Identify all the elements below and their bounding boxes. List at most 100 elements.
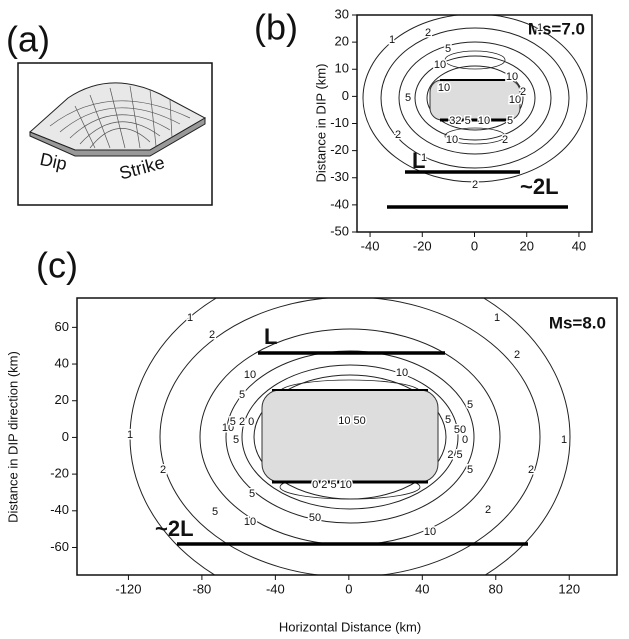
contour-label: 2 — [502, 134, 508, 146]
y-axis-title: Distance in DIP (km) — [313, 64, 328, 183]
panel-label: (b) — [254, 7, 298, 48]
x-tick-label: 80 — [489, 581, 503, 596]
contour-label: 0 2 5 10 — [312, 479, 352, 491]
panel-label: (a) — [6, 19, 50, 60]
y-tick-label: -10 — [330, 115, 349, 130]
contour-label: 5 — [233, 434, 239, 446]
contour-line — [426, 65, 524, 131]
y-tick-label: 20 — [335, 34, 349, 49]
contour-line — [414, 55, 536, 141]
contour-label: 1 — [494, 312, 500, 324]
rupture-area — [261, 389, 439, 483]
y-axis-title: Distance in DIP direction (km) — [5, 351, 20, 523]
contour-label: 2 — [528, 464, 534, 476]
contour-label: 0 — [462, 434, 468, 446]
contour-plot — [129, 298, 571, 575]
y-tick-label: -20 — [330, 142, 349, 157]
y-tick-label: 10 — [335, 61, 349, 76]
contour-label: 10 — [446, 134, 458, 146]
contour-label: 1 — [187, 312, 193, 324]
y-tick-label: -50 — [330, 223, 349, 238]
contour-label: 2 — [395, 129, 401, 141]
contour-label: 50 — [454, 424, 466, 436]
contour-label: 10 — [222, 422, 234, 434]
contour-label: 10 — [506, 71, 518, 83]
plot-frame — [356, 14, 593, 233]
contour-label: 10 — [438, 82, 450, 94]
contour-label: 5 — [405, 92, 411, 104]
x-tick-label: 0 — [345, 581, 352, 596]
x-tick-label: -80 — [192, 581, 211, 596]
y-tick-label: -20 — [50, 466, 69, 481]
contour-label: 5 — [249, 488, 255, 500]
contour-label: 5 — [507, 115, 513, 127]
contour-label: 2 — [472, 179, 478, 191]
contour-label: 2 — [514, 349, 520, 361]
contour-line — [362, 15, 588, 183]
contour-label: 5 — [239, 389, 245, 401]
contour-label: 1 — [389, 34, 395, 46]
contour-label: 2 — [160, 464, 166, 476]
y-tick-label: 30 — [335, 6, 349, 21]
y-tick-label: -60 — [50, 539, 69, 554]
x-tick-label: 20 — [519, 238, 533, 253]
y-tick-label: -40 — [50, 502, 69, 517]
contour-line — [380, 27, 570, 169]
contour-label: 2 — [485, 504, 491, 516]
x-tick-label: -120 — [115, 581, 141, 596]
x-tick-label: 120 — [558, 581, 580, 596]
panel-label: (c) — [36, 245, 78, 286]
contour-label: 2 — [209, 329, 215, 341]
magnitude-label: Ms=7.0 — [528, 19, 585, 38]
strike-label: Strike — [117, 152, 167, 183]
contour-label: 10 — [244, 516, 256, 528]
contour-line — [129, 298, 571, 575]
contour-label: 10 — [396, 367, 408, 379]
contour-label: 10 — [478, 115, 490, 127]
segment-label: ~2L — [155, 516, 194, 541]
contour-line — [225, 350, 475, 524]
y-tick-label: 0 — [62, 429, 69, 444]
contour-label: 5 — [445, 43, 451, 55]
contour-label: 32 5 — [449, 115, 470, 127]
x-tick-label: -40 — [266, 581, 285, 596]
y-tick-label: 40 — [55, 355, 69, 370]
contour-label: 10 — [434, 59, 446, 71]
contour-label: 2 — [520, 86, 526, 98]
y-tick-label: 60 — [55, 319, 69, 334]
y-tick-label: 0 — [342, 88, 349, 103]
contour-label: 2 5 — [447, 449, 462, 461]
x-tick-label: 0 — [471, 238, 478, 253]
contour-label: 5 2 0 — [230, 416, 254, 428]
plot-frame — [76, 297, 618, 576]
y-tick-label: -30 — [330, 169, 349, 184]
x-tick-label: 40 — [572, 238, 586, 253]
contour-lobe — [444, 127, 506, 145]
x-tick-label: 40 — [415, 581, 429, 596]
contour-label: 2 — [425, 27, 431, 39]
contour-label: 50 — [309, 512, 321, 524]
contour-label: 5 — [467, 399, 473, 411]
magnitude-label: Ms=8.0 — [549, 313, 606, 332]
segment-label: ~2L — [520, 174, 559, 199]
x-tick-label: -20 — [413, 238, 432, 253]
x-axis-title: Horizontal Distance (km) — [279, 619, 421, 634]
contour-label: 1 — [421, 152, 427, 164]
x-tick-label: -40 — [361, 238, 380, 253]
y-tick-label: 20 — [55, 392, 69, 407]
contour-plot — [362, 15, 588, 183]
contour-label: 5 — [467, 464, 473, 476]
contour-line — [241, 364, 459, 510]
contour-label: 1 — [561, 434, 567, 446]
contour-label: 1 — [127, 429, 133, 441]
dip-label: Dip — [38, 149, 69, 174]
segment-label: L — [412, 148, 425, 173]
contour-lobe — [444, 50, 506, 70]
dome-sketch — [17, 62, 213, 206]
contour-label: 10 — [509, 94, 521, 106]
contour-label: 5 — [445, 414, 451, 426]
contour-label: 1 — [537, 22, 543, 34]
contour-label: 10 50 — [338, 415, 366, 427]
contour-label: 5 — [212, 506, 218, 518]
segment-label: L — [264, 324, 277, 349]
